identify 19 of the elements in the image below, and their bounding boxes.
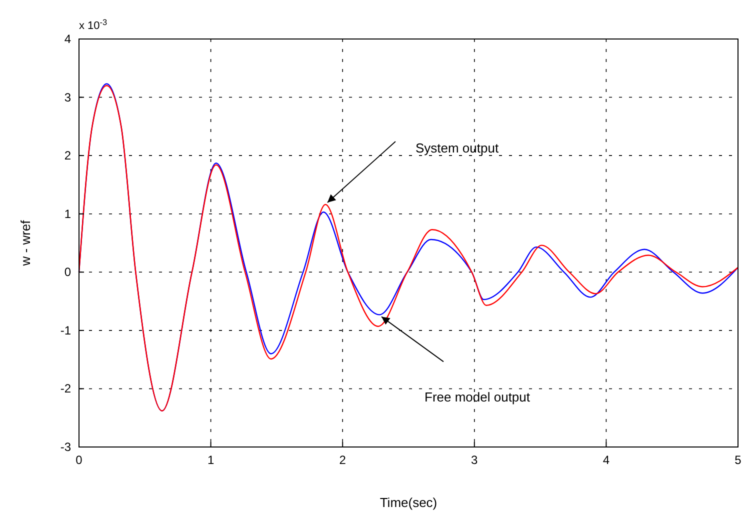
y-tick-label: 2 bbox=[64, 148, 72, 163]
annotation: Free model output bbox=[424, 390, 530, 405]
y-tick-label: -3 bbox=[60, 440, 72, 454]
x-tick-label: 1 bbox=[207, 453, 214, 467]
x-tick-label: 2 bbox=[339, 453, 346, 467]
y-tick-label: 1 bbox=[64, 206, 72, 221]
y-tick-label: -2 bbox=[60, 382, 72, 396]
y-tick-label: 3 bbox=[64, 90, 72, 104]
y-tick-label: 0 bbox=[64, 265, 72, 280]
y-axis-title: w - wref bbox=[18, 220, 33, 267]
text: x 10$^{-3}$ bbox=[79, 18, 108, 32]
x-tick-label: 3 bbox=[471, 453, 478, 467]
y-tick-label: 4 bbox=[64, 32, 72, 46]
annotation: System output bbox=[415, 140, 499, 156]
x-tick-label: 5 bbox=[734, 453, 742, 467]
x-tick-label: 0 bbox=[76, 453, 83, 467]
x-axis-title: Time(sec) bbox=[380, 495, 438, 510]
y-tick-label: -1 bbox=[60, 323, 72, 338]
x-tick-label: 4 bbox=[602, 453, 610, 467]
